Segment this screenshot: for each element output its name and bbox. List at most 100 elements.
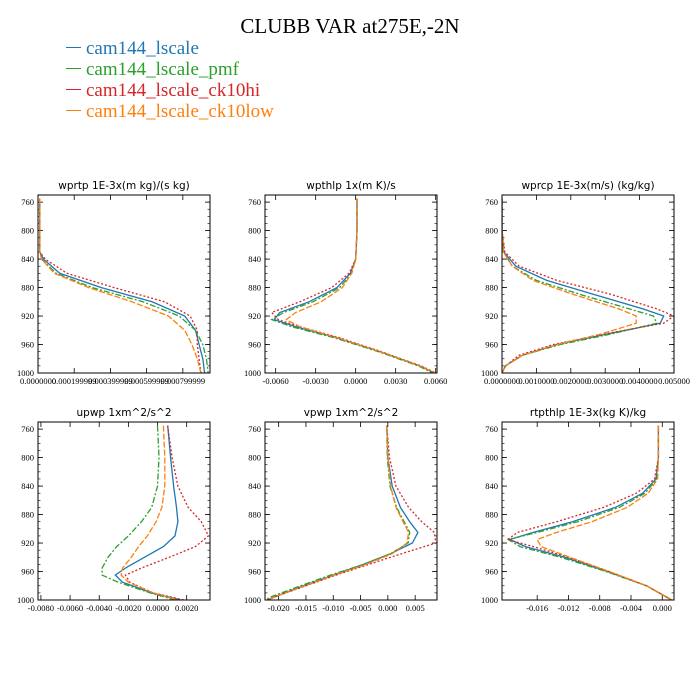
y-tick-label: 800 xyxy=(485,453,498,463)
y-tick-label: 840 xyxy=(21,254,34,264)
y-tick-label: 1000 xyxy=(481,368,498,378)
y-tick-label: 760 xyxy=(21,197,34,207)
y-tick-label: 1000 xyxy=(481,595,498,605)
legend-item: cam144_lscale_ck10low xyxy=(66,101,274,122)
x-tick-label: 0.0030 xyxy=(384,376,407,386)
x-tick-label: -0.0080 xyxy=(28,603,54,613)
panel-frame xyxy=(264,421,438,601)
panel-title: wprtp 1E-3x(m kg)/(s kg) xyxy=(58,180,189,192)
legend-item: cam144_lscale xyxy=(66,38,274,59)
series-line xyxy=(101,425,176,600)
x-tick-label: 0.0030000 xyxy=(587,376,623,386)
y-tick-label: 840 xyxy=(248,254,261,264)
y-tick-label: 760 xyxy=(485,197,498,207)
y-tick-label: 960 xyxy=(21,567,34,577)
series-line xyxy=(39,198,209,373)
y-tick-label: 760 xyxy=(248,424,261,434)
y-tick-label: 1000 xyxy=(244,595,261,605)
y-tick-label: 840 xyxy=(248,481,261,491)
series-line xyxy=(267,425,437,600)
y-tick-label: 760 xyxy=(485,424,498,434)
series-line xyxy=(39,198,206,373)
y-tick-label: 840 xyxy=(21,481,34,491)
figure-title: CLUBB VAR at275E,-2N xyxy=(240,14,460,38)
y-tick-label: 960 xyxy=(485,340,498,350)
y-tick-label: 960 xyxy=(21,340,34,350)
series-line xyxy=(536,425,673,600)
series-line xyxy=(270,198,434,373)
legend-label: cam144_lscale_pmf xyxy=(86,59,240,80)
panel-title: vpwp 1xm^2/s^2 xyxy=(304,407,399,419)
legend-swatch xyxy=(66,89,81,91)
x-tick-label: 0.000599999 xyxy=(124,376,169,386)
y-tick-label: 880 xyxy=(248,510,261,520)
x-tick-label: 0.0000000 xyxy=(20,376,56,386)
x-tick-label: -0.0030 xyxy=(303,376,329,386)
x-tick-label: 0.000 xyxy=(653,603,672,613)
legend-swatch xyxy=(66,47,81,49)
series-line xyxy=(267,425,410,600)
x-tick-label: 0.0040000 xyxy=(622,376,658,386)
series-line xyxy=(505,425,673,600)
series-line xyxy=(267,425,419,600)
series-line xyxy=(502,198,665,373)
x-tick-label: -0.016 xyxy=(526,603,548,613)
y-tick-label: 800 xyxy=(248,453,261,463)
y-tick-label: 920 xyxy=(485,311,498,321)
series-line xyxy=(114,425,181,600)
x-tick-label: 0.005 xyxy=(406,603,425,613)
panel-frame xyxy=(37,194,211,374)
x-tick-label: -0.005 xyxy=(350,603,372,613)
x-tick-label: 0.0060 xyxy=(424,376,447,386)
x-tick-label: 0.0000 xyxy=(146,603,169,613)
x-tick-label: 0.005000 xyxy=(658,376,690,386)
series-line xyxy=(39,198,202,373)
y-tick-label: 880 xyxy=(21,283,34,293)
x-tick-label: -0.0040 xyxy=(86,603,112,613)
x-tick-label: -0.004 xyxy=(620,603,643,613)
legend-swatch xyxy=(66,110,81,112)
x-tick-label: -0.008 xyxy=(589,603,611,613)
y-tick-label: 960 xyxy=(485,567,498,577)
series-line xyxy=(502,198,674,373)
x-tick-label: -0.020 xyxy=(268,603,290,613)
y-tick-label: 840 xyxy=(485,481,498,491)
x-tick-label: -0.0060 xyxy=(263,376,289,386)
x-tick-label: 0.000399999 xyxy=(88,376,133,386)
y-tick-label: 800 xyxy=(248,226,261,236)
y-tick-label: 760 xyxy=(248,197,261,207)
series-line xyxy=(502,198,637,373)
y-tick-label: 880 xyxy=(248,283,261,293)
y-tick-label: 800 xyxy=(485,226,498,236)
x-tick-label: -0.015 xyxy=(295,603,317,613)
y-tick-label: 840 xyxy=(485,254,498,264)
series-line xyxy=(273,198,435,373)
x-tick-label: 0.0010000 xyxy=(518,376,554,386)
panel-frame xyxy=(501,194,675,374)
legend-swatch xyxy=(66,68,81,70)
y-tick-label: 880 xyxy=(21,510,34,520)
y-tick-label: 880 xyxy=(485,283,498,293)
y-tick-label: 920 xyxy=(248,311,261,321)
x-tick-label: 0.0020 xyxy=(175,603,198,613)
x-tick-label: 0.0000 xyxy=(344,376,367,386)
y-tick-label: 1000 xyxy=(17,595,34,605)
panel-frame xyxy=(501,421,675,601)
x-tick-label: 0.000799999 xyxy=(161,376,206,386)
y-tick-label: 920 xyxy=(248,538,261,548)
legend-item: cam144_lscale_ck10hi xyxy=(66,80,274,101)
y-tick-label: 800 xyxy=(21,453,34,463)
y-tick-label: 1000 xyxy=(244,368,261,378)
y-tick-label: 880 xyxy=(485,510,498,520)
series-line xyxy=(507,425,673,600)
panel-frame xyxy=(37,421,211,601)
x-tick-label: 0.000199999 xyxy=(52,376,97,386)
legend: cam144_lscale cam144_lscale_pmf cam144_l… xyxy=(66,38,274,122)
x-tick-label: 0.0000000 xyxy=(484,376,520,386)
series-line xyxy=(270,198,436,373)
y-tick-label: 960 xyxy=(248,340,261,350)
panel-title: upwp 1xm^2/s^2 xyxy=(77,407,172,419)
x-tick-label: -0.0020 xyxy=(115,603,141,613)
x-tick-label: 0.0020000 xyxy=(553,376,589,386)
